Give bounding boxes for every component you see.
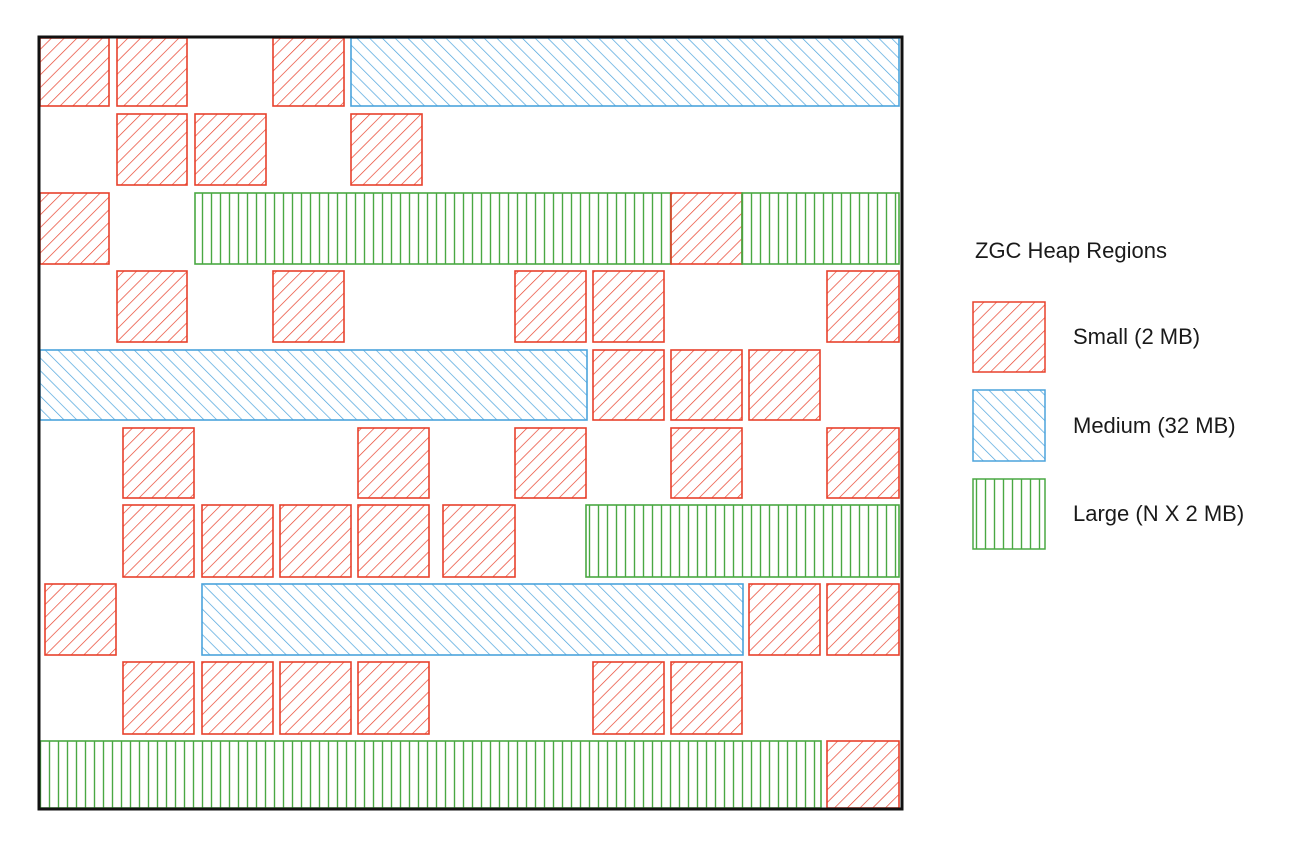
region-small-24 <box>279 504 352 578</box>
region-small-23 <box>201 504 274 578</box>
region-small-15 <box>670 349 743 421</box>
region-small-4 <box>116 113 188 186</box>
region-small-20 <box>670 427 743 499</box>
legend-label-large: Large (N X 2 MB) <box>1073 501 1244 526</box>
region-small-5 <box>194 113 267 186</box>
region-large-2 <box>741 192 900 265</box>
region-small-29 <box>826 583 900 656</box>
region-small-34 <box>592 661 665 735</box>
region-small-28 <box>748 583 821 656</box>
region-small-17 <box>122 427 195 499</box>
region-small-8 <box>670 192 743 265</box>
region-small-14 <box>592 349 665 421</box>
region-small-6 <box>350 113 423 186</box>
region-small-12 <box>592 270 665 343</box>
region-small-22 <box>122 504 195 578</box>
region-small-9 <box>116 270 188 343</box>
region-small-21 <box>826 427 900 499</box>
region-small-16 <box>748 349 821 421</box>
region-small-35 <box>670 661 743 735</box>
region-small-1 <box>39 37 110 107</box>
region-small-18 <box>357 427 430 499</box>
region-small-11 <box>514 270 587 343</box>
legend-swatch-large <box>972 478 1046 550</box>
legend: ZGC Heap Regions Small (2 MB) Medium (32… <box>972 238 1244 550</box>
region-small-25 <box>357 504 430 578</box>
legend-title: ZGC Heap Regions <box>975 238 1167 263</box>
region-large-1 <box>194 192 672 265</box>
region-small-3 <box>272 37 345 107</box>
heap-frame <box>37 35 904 811</box>
region-small-32 <box>279 661 352 735</box>
region-medium-2 <box>39 349 588 421</box>
region-small-30 <box>122 661 195 735</box>
legend-label-medium: Medium (32 MB) <box>1073 413 1236 438</box>
region-small-27 <box>44 583 117 656</box>
region-small-33 <box>357 661 430 735</box>
region-small-2 <box>116 37 188 107</box>
legend-label-small: Small (2 MB) <box>1073 324 1200 349</box>
region-medium-1 <box>350 37 900 107</box>
legend-swatch-small <box>972 301 1046 373</box>
region-small-10 <box>272 270 345 343</box>
legend-swatch-medium <box>972 389 1046 462</box>
region-small-31 <box>201 661 274 735</box>
region-medium-3 <box>201 583 744 656</box>
region-small-7 <box>39 192 110 265</box>
region-small-26 <box>442 504 516 578</box>
region-large-4 <box>39 740 822 809</box>
region-large-3 <box>585 504 900 578</box>
heap-regions <box>39 37 900 809</box>
region-small-13 <box>826 270 900 343</box>
region-small-19 <box>514 427 587 499</box>
region-small-36 <box>826 740 900 809</box>
